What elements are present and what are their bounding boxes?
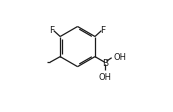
Text: OH: OH xyxy=(98,73,111,82)
Text: F: F xyxy=(101,25,106,34)
Text: B: B xyxy=(102,59,108,68)
Text: OH: OH xyxy=(113,53,126,62)
Text: F: F xyxy=(49,25,54,34)
